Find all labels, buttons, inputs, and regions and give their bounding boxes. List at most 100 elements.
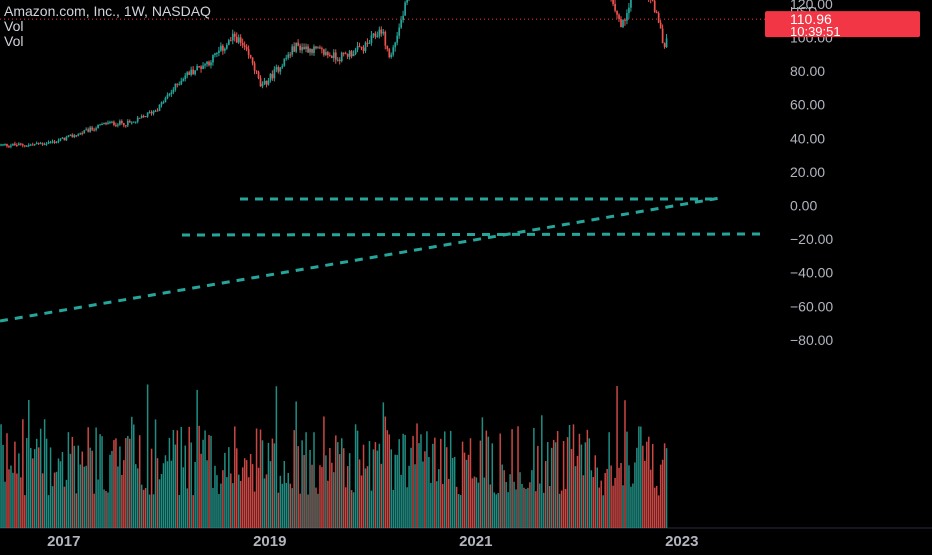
candle-body [287, 54, 290, 58]
volume-bar [469, 438, 472, 528]
volume-bar [158, 479, 161, 528]
volume-bar [438, 469, 440, 528]
volume-bar [51, 486, 54, 528]
candle-body [311, 48, 313, 53]
candle-body [348, 51, 351, 57]
candle-body [166, 95, 169, 99]
candle-body [235, 36, 238, 43]
volume-bar [620, 462, 622, 528]
volume-bar [47, 495, 50, 528]
volume-bar [614, 477, 616, 528]
volume-bar [247, 477, 250, 528]
volume-bar [646, 441, 648, 528]
volume-bar [241, 467, 244, 528]
volume-bar [570, 449, 573, 528]
volume-bar [523, 487, 525, 528]
candle-body [275, 67, 278, 70]
volume-bar [196, 389, 198, 528]
candle-body [158, 104, 161, 111]
volume-bar [289, 483, 291, 528]
volume-bar [321, 467, 323, 528]
candle-body [216, 52, 218, 54]
volume-bar [463, 452, 466, 528]
volume-bar [299, 493, 301, 528]
volume-bar [236, 448, 238, 528]
candle-body [392, 47, 395, 55]
volume-bar [618, 467, 620, 528]
candle-body [259, 78, 262, 87]
candle-body [378, 29, 381, 37]
candle-body [202, 65, 204, 69]
volume-bar [168, 437, 171, 528]
candle-body [249, 54, 252, 58]
candle-body [315, 46, 317, 49]
volume-bar [67, 432, 70, 528]
candle-body [243, 45, 246, 47]
candle-body [388, 49, 391, 58]
volume-bar [311, 464, 313, 528]
volume-bar [588, 438, 591, 528]
candle-body [614, 3, 616, 11]
volume-bar [164, 455, 167, 528]
volume-bar [224, 452, 226, 528]
candle-body [140, 115, 143, 118]
candle-body [332, 52, 335, 58]
candle-body [380, 29, 383, 34]
volume-bar [511, 429, 513, 528]
volume-bar [459, 494, 462, 528]
volume-bar [297, 446, 299, 528]
volume-bar [172, 429, 175, 528]
volume-bar [117, 466, 119, 528]
volume-bar [101, 436, 103, 528]
volume-bar [150, 448, 153, 528]
volume-bar [228, 447, 230, 528]
volume-indicator-label[interactable]: Vol [4, 18, 24, 34]
symbol-title[interactable]: Amazon.com, Inc., 1W, NASDAQ [4, 3, 211, 19]
price-tick-label: 20.00 [790, 164, 825, 180]
volume-bar [37, 447, 40, 528]
volume-bar [89, 447, 91, 528]
volume-bar [501, 464, 503, 528]
volume-bar [257, 467, 260, 528]
volume-bar [388, 434, 391, 528]
candle-body [358, 46, 361, 48]
volume-bar [148, 494, 151, 528]
volume-bar [461, 441, 464, 528]
volume-bar [648, 436, 650, 528]
volume-bar [166, 461, 169, 528]
candle-body [93, 129, 95, 131]
volume-bar [162, 463, 165, 528]
volume-bar [582, 475, 585, 528]
volume-bar [99, 434, 101, 528]
volume-indicator-label-2[interactable]: Vol [4, 33, 24, 49]
volume-bar [539, 483, 541, 528]
volume-bar [529, 482, 531, 528]
volume-bar [578, 433, 581, 528]
candle-body [227, 40, 230, 45]
candle-body [299, 45, 301, 51]
volume-bar [77, 445, 80, 528]
candle-body [6, 144, 8, 147]
candle-body [233, 33, 236, 37]
candle-body [113, 121, 115, 125]
volume-bar [606, 468, 608, 528]
volume-bar [354, 424, 357, 528]
candle-body [376, 36, 379, 38]
volume-bar [12, 472, 14, 528]
volume-bar [253, 491, 256, 528]
price-tick-label: 60.00 [790, 97, 825, 113]
candle-body [346, 53, 349, 57]
volume-bar [503, 470, 505, 528]
candle-body [222, 45, 224, 51]
candle-body [285, 57, 288, 59]
candle-body [390, 54, 393, 58]
volume-bar [333, 472, 335, 528]
volume-bar [75, 493, 78, 528]
candle-body [31, 144, 34, 146]
volume-bar [293, 430, 295, 528]
volume-bar [160, 474, 163, 528]
candle-body [340, 52, 343, 62]
volume-bar [202, 439, 204, 528]
